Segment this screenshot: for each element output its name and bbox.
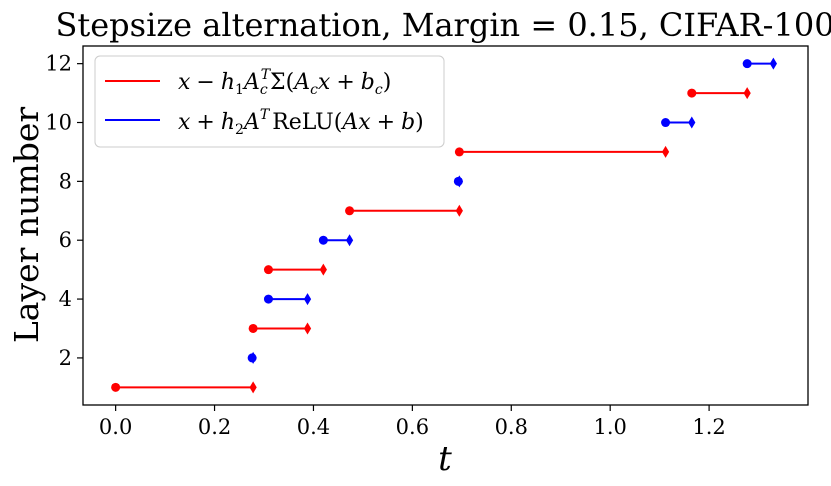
end-marker-layer-10 xyxy=(688,116,696,129)
legend: x − h1AcTΣ(Acx + bc) x + h2AT ReLU(Ax + b) xyxy=(94,55,445,148)
start-marker-layer-12 xyxy=(742,59,752,69)
start-marker-layer-6 xyxy=(318,235,328,245)
y-tick-label: 12 xyxy=(45,52,72,76)
plot-area xyxy=(82,45,809,406)
legend-label-blue: x + h2AT ReLU(Ax + b) xyxy=(178,107,424,138)
x-tick-label: 0.8 xyxy=(495,415,528,439)
x-tick-label: 1.2 xyxy=(692,415,725,439)
end-marker-layer-2 xyxy=(249,351,257,364)
x-tick-label: 0.4 xyxy=(297,415,330,439)
x-tick-label: 0.6 xyxy=(396,415,429,439)
start-marker-layer-1 xyxy=(111,382,121,392)
x-axis-ticks: 0.0 0.2 0.4 0.6 0.8 1.0 1.2 xyxy=(99,405,726,439)
start-marker-layer-9 xyxy=(454,147,464,157)
series-layer xyxy=(111,57,777,394)
y-tick-label: 2 xyxy=(59,346,72,370)
end-marker-layer-4 xyxy=(303,293,312,306)
y-axis-ticks: 2 4 6 8 10 12 xyxy=(45,52,83,370)
legend-label-red: x − h1AcTΣ(Acx + bc) xyxy=(178,67,391,98)
end-marker-layer-7 xyxy=(455,204,463,217)
end-marker-layer-3 xyxy=(303,322,312,335)
start-marker-layer-3 xyxy=(248,323,258,333)
end-marker-layer-12 xyxy=(769,57,777,70)
y-tick-label: 8 xyxy=(59,169,72,193)
start-marker-layer-7 xyxy=(345,206,355,216)
x-tick-label: 0.0 xyxy=(99,415,132,439)
end-marker-layer-8 xyxy=(455,175,463,188)
start-marker-layer-4 xyxy=(263,294,273,304)
start-marker-layer-11 xyxy=(687,88,697,98)
start-marker-layer-10 xyxy=(661,118,671,128)
y-axis-label: Layer number xyxy=(7,107,46,343)
x-tick-label: 0.2 xyxy=(198,415,231,439)
end-marker-layer-1 xyxy=(249,381,257,394)
y-tick-label: 4 xyxy=(59,287,72,311)
y-tick-label: 6 xyxy=(59,228,72,252)
end-marker-layer-11 xyxy=(743,87,751,100)
chart-title: Stepsize alternation, Margin = 0.15, CIF… xyxy=(55,6,831,44)
legend-box xyxy=(94,55,445,148)
series-2 xyxy=(247,57,777,364)
axes-frame xyxy=(82,45,809,406)
start-marker-layer-5 xyxy=(263,265,273,275)
series-1 xyxy=(111,87,751,394)
end-marker-layer-6 xyxy=(345,234,354,247)
end-marker-layer-5 xyxy=(319,263,327,276)
y-tick-label: 10 xyxy=(45,111,72,135)
end-marker-layer-9 xyxy=(661,145,670,158)
x-tick-label: 1.0 xyxy=(593,415,626,439)
x-axis-label: t xyxy=(438,439,452,479)
